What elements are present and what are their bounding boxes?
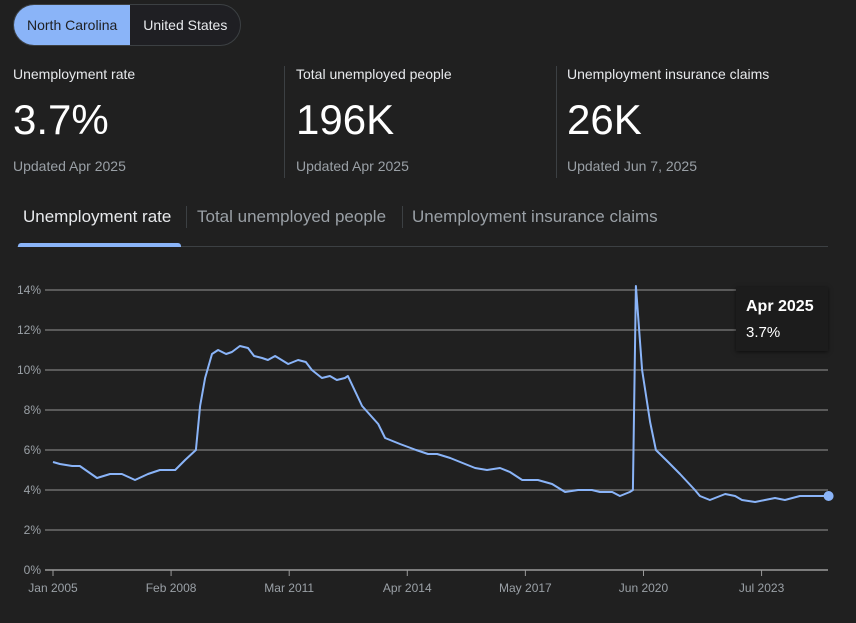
stat-label: Unemployment rate [13,66,136,82]
x-tick-label: Feb 2008 [146,581,197,595]
toggle-north-carolina[interactable]: North Carolina [14,5,131,45]
stat-label: Total unemployed people [296,66,452,82]
y-tick-label: 12% [17,323,41,337]
y-tick-label: 0% [24,563,42,577]
y-tick-label: 10% [17,363,41,377]
stat-updated: Updated Apr 2025 [13,158,126,174]
stat-label: Unemployment insurance claims [567,66,770,82]
divider [284,66,285,178]
stat-updated: Updated Apr 2025 [296,158,409,174]
stat-insurance-claims: Unemployment insurance claims 26K Update… [567,66,769,178]
active-tab-indicator [18,243,181,247]
x-tick-label: May 2017 [499,581,552,595]
tab-separator [402,206,403,228]
tab-unemployment-rate[interactable]: Unemployment rate [23,207,172,226]
stat-value: 196K [296,96,395,143]
x-tick-label: Apr 2014 [383,581,432,595]
toggle-united-states[interactable]: United States [143,17,228,33]
stat-value: 26K [567,96,642,143]
x-tick-label: Mar 2011 [264,581,314,595]
region-toggle: North Carolina United States [13,4,242,46]
y-tick-label: 8% [24,403,42,417]
tab-total-unemployed[interactable]: Total unemployed people [197,207,387,226]
x-tick-label: Jul 2023 [739,581,785,595]
series-line-north-carolina [52,285,829,503]
y-tick-label: 6% [24,443,42,457]
tooltip-date: Apr 2025 [746,298,814,315]
stat-total-unemployed: Total unemployed people 196K Updated Apr… [296,66,452,178]
y-tick-label: 4% [24,483,42,497]
tab-separator [186,206,187,228]
tab-insurance-claims[interactable]: Unemployment insurance claims [412,207,658,226]
stat-unemployment-rate: Unemployment rate 3.7% Updated Apr 2025 [13,66,135,178]
tooltip-value: 3.7% [746,324,781,341]
stat-value: 3.7% [13,96,109,143]
chart-tooltip: Apr 2025 3.7% [736,287,828,351]
last-data-point [823,491,834,501]
divider [556,66,557,178]
x-tick-label: Jun 2020 [619,581,669,595]
stat-updated: Updated Jun 7, 2025 [567,158,697,174]
x-tick-label: Jan 2005 [28,581,78,595]
chart-tabs: Unemployment rate Total unemployed peopl… [17,200,828,247]
y-tick-label: 14% [17,283,41,297]
y-tick-label: 2% [24,523,42,537]
